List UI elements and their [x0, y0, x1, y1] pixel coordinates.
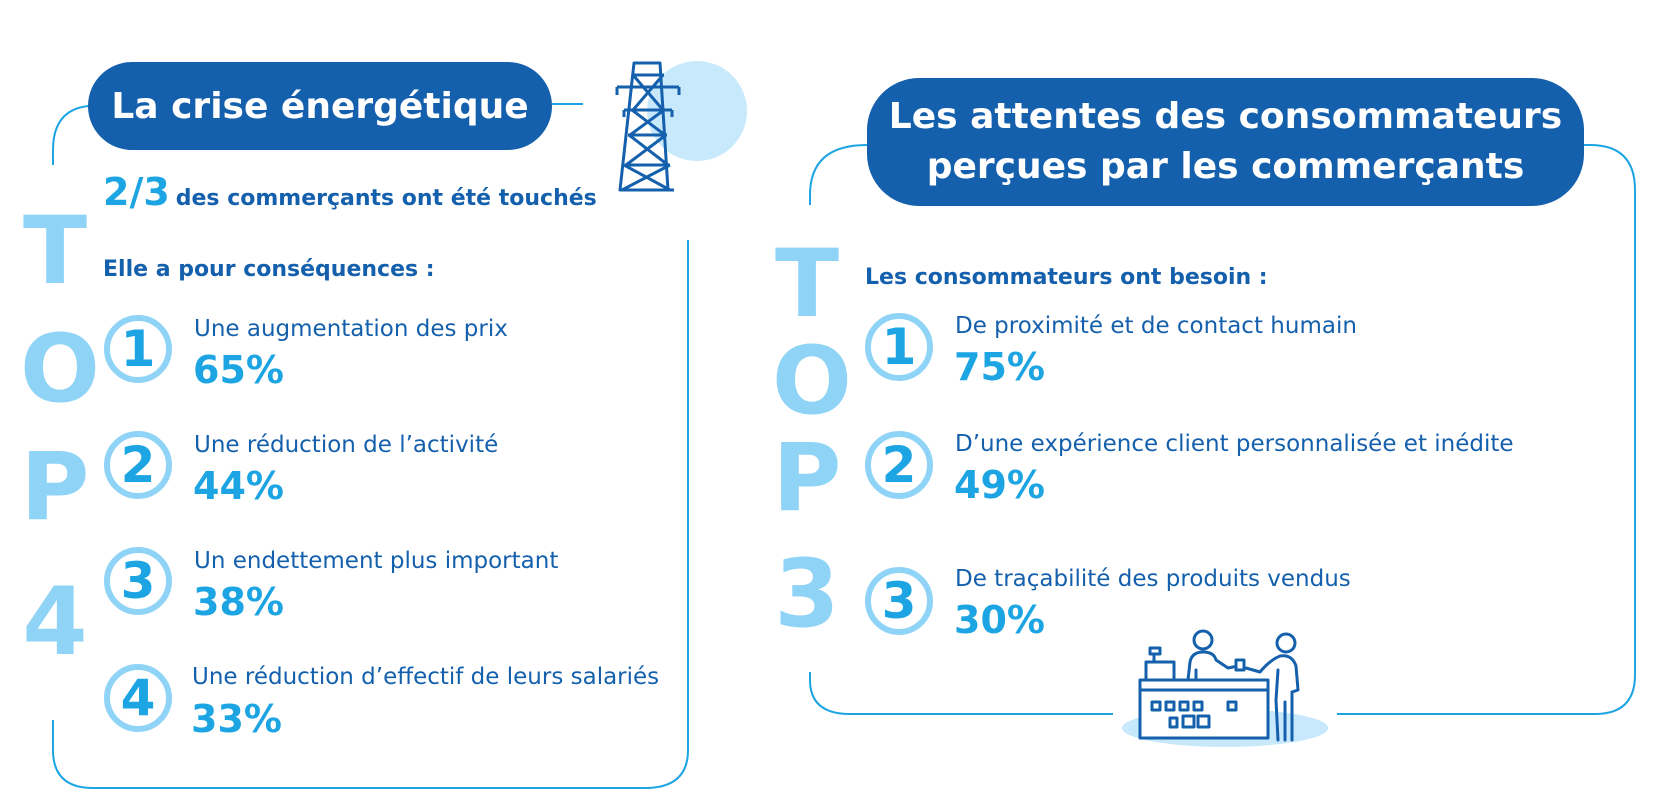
shop-counter-icon: [1122, 629, 1328, 747]
stat-value: 2/3: [103, 170, 170, 214]
rank-2-circle: 2: [104, 431, 172, 499]
top-letter-p: P: [772, 424, 842, 533]
rank-1-circle: 1: [104, 315, 172, 383]
top-letter-p: P: [20, 433, 90, 542]
top-letter-o: O: [20, 315, 100, 424]
top-letter-4: 4: [22, 568, 88, 677]
rank-1-circle: 1: [865, 313, 933, 381]
rank-2-circle: 2: [865, 431, 933, 499]
right-title: Les attentes des consommateurs perçues p…: [867, 78, 1584, 206]
item-1-label: Une augmentation des prix: [194, 316, 508, 342]
stat-text: des commerçants ont été touchés: [175, 186, 597, 211]
rank-3-circle: 3: [104, 547, 172, 615]
rank-3-circle: 3: [865, 567, 933, 635]
item-4-label: Une réduction d’effectif de leurs salari…: [192, 664, 660, 690]
top-letter-t: T: [774, 230, 840, 339]
rank-4-circle: 4: [104, 664, 172, 732]
top-letter-3: 3: [774, 540, 840, 649]
right-intro: Les consommateurs ont besoin :: [865, 265, 1268, 290]
right-title-line-2: perçues par les commerçants: [926, 146, 1525, 187]
power-pylon-icon: [615, 61, 747, 192]
item-2-percent: 44%: [193, 464, 284, 508]
item-2-percent: 49%: [954, 463, 1045, 507]
item-3-percent: 30%: [954, 598, 1045, 642]
item-2-label: Une réduction de l’activité: [194, 432, 499, 458]
item-3-label: De traçabilité des produits vendus: [955, 566, 1351, 592]
left-stat: 2/3 des commerçants ont été touchés: [103, 170, 597, 214]
right-title-line-1: Les attentes des consommateurs: [888, 96, 1563, 137]
item-4-percent: 33%: [191, 697, 282, 741]
item-1-percent: 65%: [193, 348, 284, 392]
item-2-label: D’une expérience client personnalisée et…: [955, 431, 1514, 457]
top-letter-t: T: [22, 197, 88, 306]
top-letter-o: O: [772, 327, 852, 436]
item-1-percent: 75%: [954, 345, 1045, 389]
item-3-label: Un endettement plus important: [194, 548, 559, 574]
left-intro: Elle a pour conséquences :: [103, 257, 435, 282]
left-title: La crise énergétique: [88, 62, 552, 150]
item-1-label: De proximité et de contact humain: [955, 313, 1357, 339]
item-3-percent: 38%: [193, 580, 284, 624]
